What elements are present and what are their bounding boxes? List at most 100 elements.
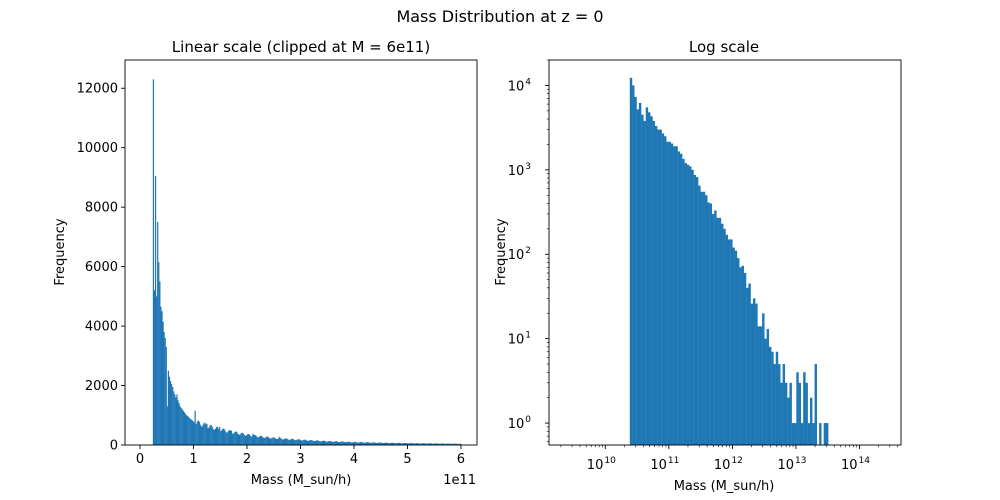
- linear-tail-bar: [316, 440, 318, 445]
- linear-y-axis-label: Frequency: [53, 218, 68, 285]
- linear-tail-bar: [359, 442, 361, 445]
- linear-bin-bar: [180, 407, 182, 445]
- log-bin-bar: [654, 126, 658, 445]
- linear-tail-bar: [218, 428, 220, 445]
- linear-tail-bar: [454, 443, 456, 445]
- log-bin-bar: [682, 158, 685, 445]
- linear-tail-bar: [376, 442, 378, 445]
- linear-tail-bar: [401, 443, 403, 445]
- linear-histogram-bars: [152, 79, 462, 445]
- linear-tail-bar: [456, 443, 458, 445]
- log-histogram-axes: Log scale 1010 1011 1012 1013 1014 100 101 102 1…: [494, 38, 902, 494]
- linear-tail-bar: [433, 443, 435, 445]
- linear-histogram-axes: Linear scale (clipped at M = 6e11) 0 1 2 3 4…: [53, 38, 478, 488]
- log-bin-bar: [659, 129, 662, 445]
- linear-bin-bar: [175, 397, 177, 445]
- linear-tail-bar: [276, 438, 279, 445]
- linear-bin-bar: [162, 321, 164, 445]
- linear-tail-bar: [207, 428, 209, 445]
- linear-bin-bar: [152, 79, 155, 445]
- linear-tail-bar: [203, 423, 205, 445]
- linear-tail-bar: [438, 443, 440, 445]
- log-bin-bar: [803, 372, 806, 445]
- log-bin-bar: [775, 351, 779, 445]
- linear-tail-bar: [313, 441, 315, 445]
- log-bin-bar: [709, 203, 713, 445]
- log-bin-bar: [723, 228, 726, 445]
- linear-tail-bar: [397, 442, 400, 445]
- linear-tail-bar: [324, 440, 326, 445]
- linear-tail-bar: [226, 432, 228, 445]
- linear-y-tick-label: 0: [110, 439, 118, 454]
- log-bin-bar: [679, 153, 683, 446]
- linear-bin-bar: [158, 262, 160, 445]
- linear-tail-bar: [249, 434, 251, 445]
- linear-bin-bar: [165, 346, 167, 445]
- linear-tail-bar: [314, 441, 316, 445]
- linear-tail-bar: [325, 441, 327, 445]
- log-bin-bar: [705, 195, 708, 445]
- linear-x-tick-label: 0: [136, 452, 144, 467]
- linear-tail-bar: [361, 442, 363, 445]
- log-bin-bar: [650, 116, 653, 446]
- linear-tail-bar: [261, 436, 264, 445]
- linear-tail-bar: [434, 443, 436, 445]
- linear-tail-bar: [229, 430, 232, 445]
- linear-histogram-ticks: 0 1 2 3 4 5 6 0 2000 4000 6000 8000 10000 12000: [77, 82, 465, 467]
- linear-tail-bar: [228, 430, 231, 445]
- linear-tail-bar: [205, 424, 207, 445]
- linear-tail-bar: [330, 441, 332, 445]
- linear-tail-bar: [227, 431, 229, 445]
- linear-tail-bar: [338, 442, 341, 445]
- linear-tail-bar: [225, 432, 227, 445]
- linear-tail-bar: [371, 442, 373, 445]
- linear-tail-bar: [281, 439, 283, 445]
- linear-y-tick-label: 12000: [77, 82, 118, 97]
- linear-tail-bar: [233, 433, 235, 445]
- linear-bin-bar: [178, 403, 180, 445]
- linear-tail-bar: [285, 438, 287, 445]
- log-bin-bar: [812, 423, 815, 445]
- linear-tail-bar: [199, 424, 202, 445]
- linear-tail-bar: [211, 426, 213, 445]
- log-bin-bar: [807, 423, 811, 445]
- linear-tail-bar: [257, 437, 259, 445]
- linear-tail-bar: [222, 428, 224, 445]
- linear-tail-bar: [240, 433, 242, 445]
- log-bin-bar: [670, 143, 674, 445]
- log-bin-bar: [643, 120, 646, 445]
- log-bin-bar: [764, 338, 767, 445]
- linear-tail-bar: [204, 422, 206, 445]
- linear-tail-bar: [242, 433, 244, 445]
- log-bin-bar: [638, 102, 642, 445]
- log-bin-bar: [796, 372, 799, 445]
- linear-tail-bar: [298, 439, 300, 445]
- log-bin-bar: [805, 382, 808, 445]
- linear-bin-bar: [153, 290, 156, 445]
- linear-tail-bar: [426, 443, 428, 445]
- linear-tail-bar: [387, 442, 389, 445]
- linear-tail-bar: [407, 443, 409, 445]
- linear-tail-bar: [263, 437, 265, 445]
- linear-tail-bar: [212, 429, 214, 445]
- linear-tail-bar: [219, 427, 221, 445]
- log-bin-bar: [780, 382, 783, 445]
- linear-tail-bar: [272, 437, 274, 445]
- linear-tail-bar: [404, 442, 406, 445]
- linear-tail-bar: [250, 436, 252, 445]
- log-bin-bar: [648, 112, 651, 446]
- linear-tail-bar: [237, 433, 239, 445]
- linear-tail-bar: [315, 440, 317, 445]
- log-bin-bar: [819, 423, 822, 445]
- linear-tail-bar: [386, 442, 388, 445]
- linear-bin-bar: [169, 381, 172, 445]
- linear-tail-bar: [251, 436, 253, 445]
- linear-tail-bar: [432, 443, 434, 445]
- linear-bin-bar: [184, 413, 187, 445]
- log-y-tick-label: 101: [508, 331, 531, 348]
- linear-tail-bar: [260, 435, 263, 445]
- linear-tail-bar: [396, 443, 398, 445]
- linear-tail-bar: [318, 441, 320, 445]
- linear-tail-bar: [421, 443, 423, 445]
- linear-tail-bar: [417, 443, 419, 445]
